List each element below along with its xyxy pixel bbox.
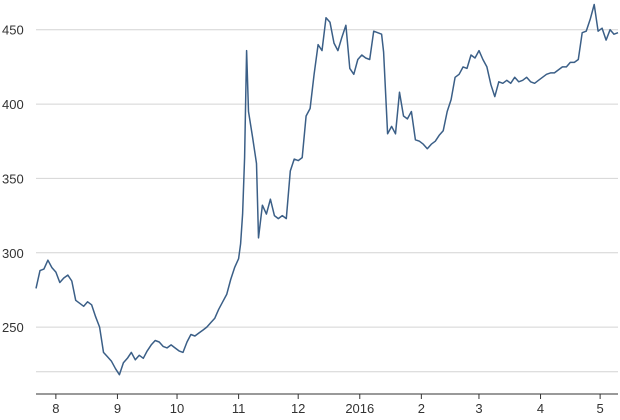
y-tick-label: 300 [2, 246, 24, 261]
y-axis-tick-labels: 250 300 350 400 450 [2, 23, 24, 335]
x-tick-label: 8 [52, 401, 59, 416]
x-tick-label: 3 [475, 401, 482, 416]
y-tick-label: 400 [2, 97, 24, 112]
x-tick-label: 2 [418, 401, 425, 416]
y-tick-label: 350 [2, 171, 24, 186]
x-tick-label: 12 [291, 401, 305, 416]
x-tick-label: 2016 [345, 401, 374, 416]
x-tick-label: 5 [597, 401, 604, 416]
gridlines [36, 29, 618, 373]
x-tick-label: 4 [537, 401, 544, 416]
x-tick-label: 10 [170, 401, 184, 416]
x-tick-label: 9 [114, 401, 121, 416]
y-tick-label: 250 [2, 320, 24, 335]
x-axis-tick-labels: 8 9 10 11 12 2016 2 3 4 5 [52, 401, 603, 416]
y-tick-label: 450 [2, 23, 24, 38]
series-line [35, 3, 619, 376]
x-axis [36, 393, 618, 399]
x-tick-label: 11 [232, 401, 246, 416]
series-layer [35, 3, 619, 376]
